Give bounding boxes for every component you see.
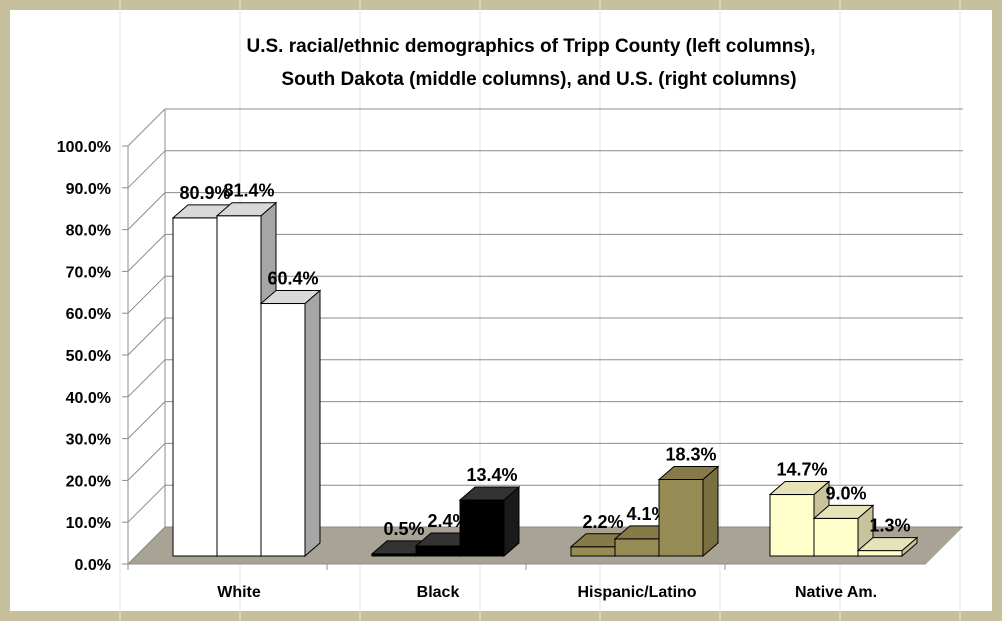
bar-2-0 (570, 546, 616, 557)
data-label: 60.4% (267, 269, 318, 289)
data-label: 14.7% (776, 460, 827, 480)
chart-title-line-1: U.S. racial/ethnic demographics of Tripp… (246, 36, 815, 57)
y-tick-label: 10.0% (66, 515, 111, 532)
y-tick-label: 50.0% (66, 348, 111, 365)
bar-3-0 (769, 494, 815, 557)
bar-1-2 (459, 499, 505, 557)
y-tick-label: 60.0% (66, 306, 111, 323)
gridline-side (127, 526, 166, 565)
x-tick-label: Hispanic/Latino (577, 584, 696, 601)
bar-top-2 (657, 466, 720, 481)
data-label: 9.0% (825, 483, 866, 503)
gridline-side (127, 484, 166, 523)
gridline-side (127, 443, 166, 481)
data-label: 2.4% (427, 511, 468, 531)
x-tick-label: Native Am. (795, 584, 877, 601)
bar-0-0 (172, 217, 218, 557)
data-label: 4.1% (626, 504, 667, 524)
x-tick-label: White (217, 584, 261, 601)
bar-2-1 (614, 538, 660, 557)
data-label: 18.3% (665, 445, 716, 465)
bar-3-1 (813, 517, 859, 557)
y-tick-label: 100.0% (57, 139, 111, 156)
bar-top-1 (215, 202, 278, 217)
y-tick-label: 20.0% (66, 473, 111, 490)
bar-0-1 (216, 215, 262, 557)
chart-title-line-2: South Dakota (middle columns), and U.S. … (281, 69, 796, 90)
plot-area: 0.0% 10.0% 20.0% 30.0% 40.0% 50.0% 60.0% 70.0% 8… (57, 108, 963, 601)
bar-top-2 (458, 486, 521, 501)
y-tick-label: 80.0% (66, 223, 111, 240)
bar-top-2 (856, 537, 919, 552)
gridline-side (127, 192, 166, 230)
gridline-side (127, 108, 166, 147)
gridline-side (127, 401, 166, 439)
gridline-side (127, 275, 166, 314)
x-tick-label: Black (417, 584, 460, 601)
data-label: 0.5% (383, 519, 424, 539)
bar-side-2 (702, 465, 719, 558)
data-label: 13.4% (466, 465, 517, 485)
bar-0-2 (260, 303, 306, 557)
bar-top-2 (259, 290, 322, 305)
y-tick-label: 30.0% (66, 432, 111, 449)
gridline-side (127, 150, 166, 189)
y-tick-label: 90.0% (66, 181, 111, 198)
bar-top-0 (768, 481, 831, 496)
data-label: 2.2% (582, 512, 623, 532)
data-label: 80.9% (179, 183, 230, 203)
data-label: 1.3% (869, 516, 910, 536)
y-tick-label: 0.0% (75, 557, 111, 574)
y-tick-label: 40.0% (66, 390, 111, 407)
bar-top-1 (812, 504, 875, 519)
data-label: 81.4% (223, 181, 274, 201)
bar-2-2 (658, 479, 704, 557)
chart-floor (128, 527, 963, 564)
gridline-side (127, 234, 166, 272)
y-tick-label: 70.0% (66, 264, 111, 281)
bar-1-1 (415, 545, 461, 557)
gridline-side (127, 317, 166, 356)
bar-3-2 (857, 550, 903, 557)
gridline-side (127, 359, 166, 398)
bar-side-2 (304, 289, 321, 558)
